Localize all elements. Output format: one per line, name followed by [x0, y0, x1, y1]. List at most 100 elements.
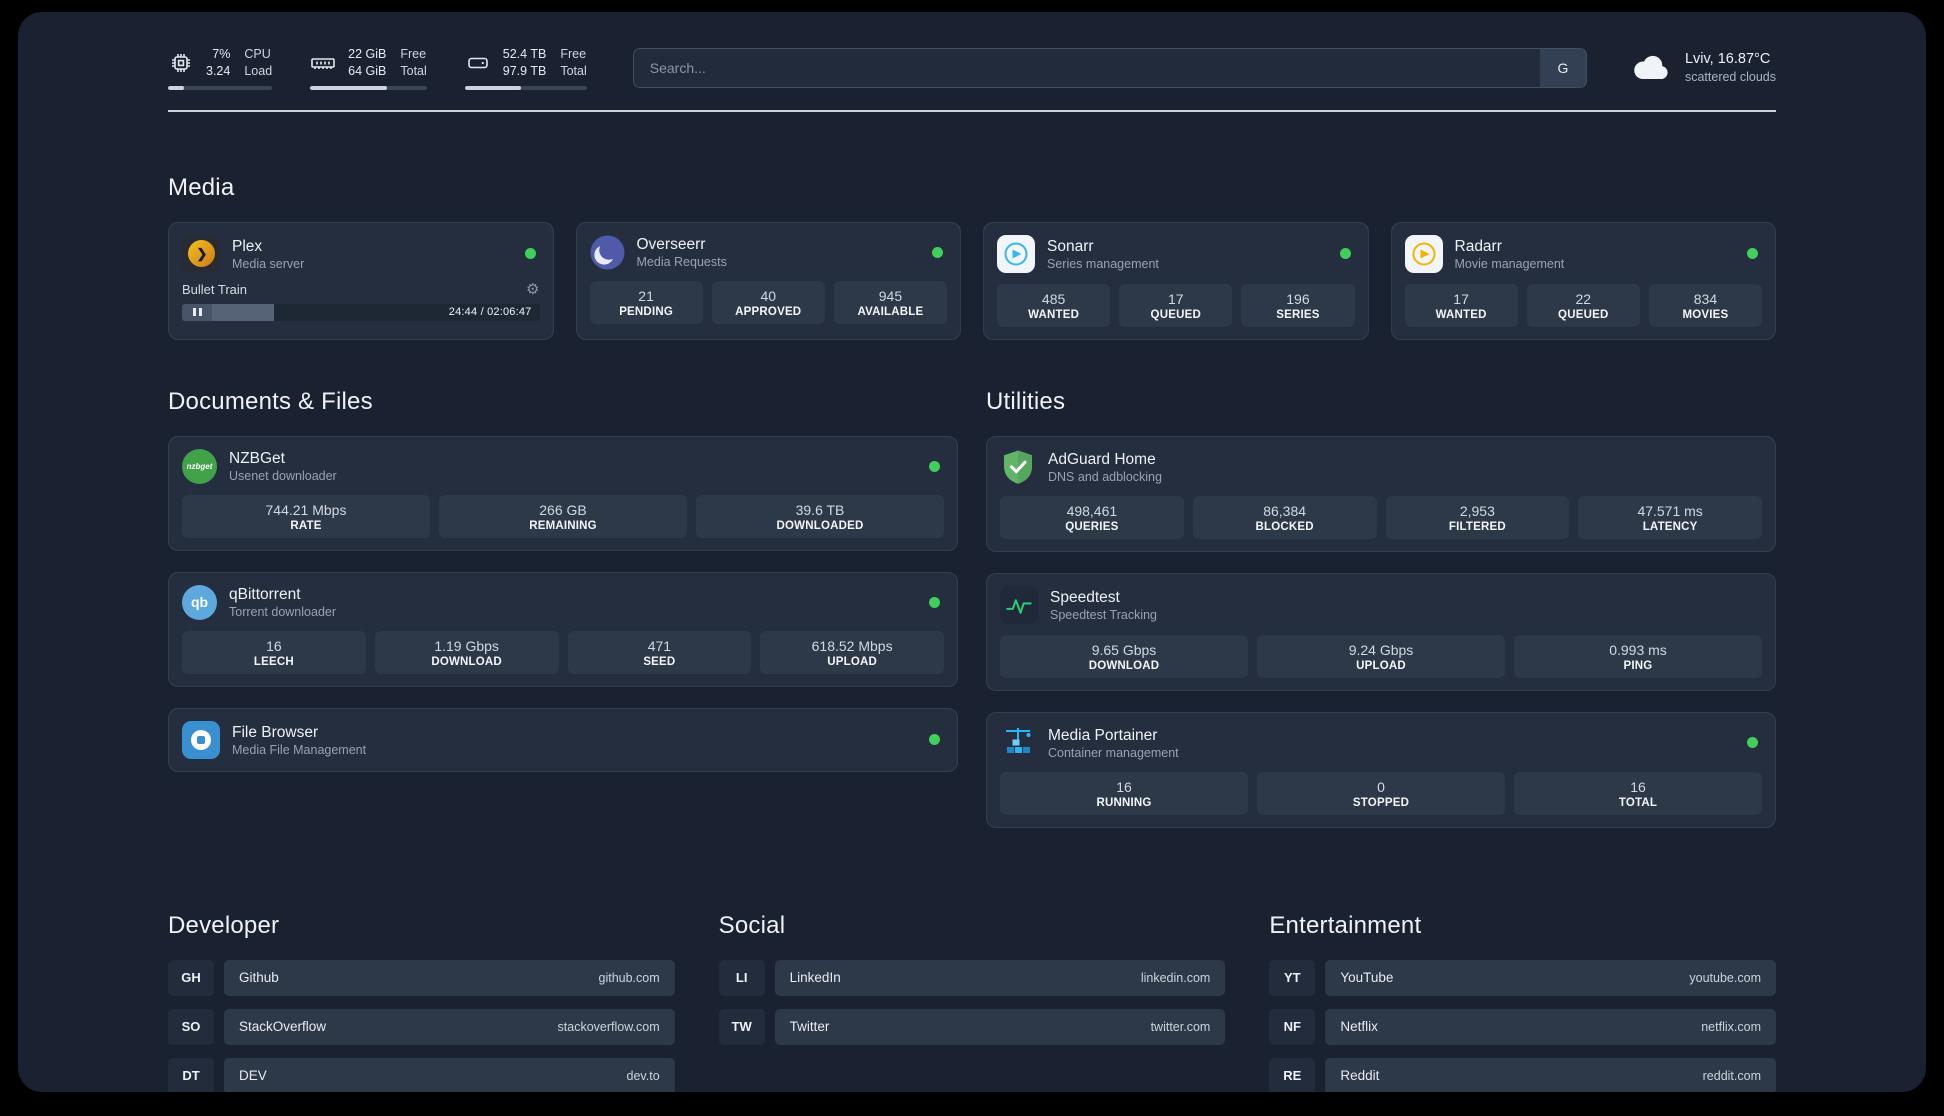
service-card-portainer: Media Portainer Container management 16 … [986, 711, 1776, 828]
app-subtitle: Torrent downloader [229, 605, 337, 620]
pause-button[interactable] [182, 303, 212, 321]
disk-total: 97.9 TB [502, 63, 547, 78]
stat-downloaded: 39.6 TB DOWNLOADED [696, 494, 944, 538]
filebrowser-icon [182, 720, 220, 759]
service-link-filebrowser[interactable]: File Browser Media File Management [182, 720, 944, 759]
system-metrics: 7% 3.24 CPU Load [168, 46, 587, 90]
service-link-portainer[interactable]: Media Portainer Container management [1000, 725, 1762, 761]
bookmark-stackoverflow[interactable]: SO StackOverflow stackoverflow.com [168, 1008, 675, 1045]
service-card-qbittorrent: qb qBittorrent Torrent downloader 16 [168, 571, 958, 687]
disk-widget: 52.4 TB 97.9 TB Free Total [464, 46, 587, 90]
sonarr-icon [997, 234, 1035, 273]
app-title: NZBGet [229, 450, 285, 468]
bookmark-name: LinkedIn [789, 970, 841, 986]
service-link-plex[interactable]: ❯ Plex Media server [182, 234, 540, 273]
bookmark-linkedin[interactable]: LI LinkedIn linkedin.com [718, 959, 1226, 996]
stat-download: 1.19 Gbps DOWNLOAD [374, 630, 559, 674]
bookmark-dev[interactable]: DT DEV dev.to [168, 1057, 675, 1092]
cpu-progress-fill [168, 85, 184, 90]
bookmark-name: YouTube [1340, 970, 1394, 986]
app-title: Overseerr [636, 236, 706, 254]
service-link-adguard[interactable]: AdGuard Home DNS and adblocking [1000, 449, 1762, 485]
nzbget-icon: nzbget [182, 448, 217, 484]
status-dot [1339, 248, 1351, 260]
service-card-speedtest: Speedtest Speedtest Tracking 9.65 Gbps D… [986, 572, 1776, 691]
service-link-nzbget[interactable]: nzbget NZBGet Usenet downloader [182, 448, 944, 484]
status-dot [524, 248, 536, 260]
portainer-icon [1000, 725, 1036, 761]
bookmark-youtube[interactable]: YT YouTube youtube.com [1269, 959, 1776, 996]
service-link-speedtest[interactable]: Speedtest Speedtest Tracking [1000, 585, 1762, 624]
service-card-overseerr: Overseerr Media Requests 21 PENDING 40 A… [575, 221, 961, 340]
service-link-radarr[interactable]: Radarr Movie management [1404, 234, 1763, 273]
ram-icon [310, 50, 336, 76]
bookmark-netflix[interactable]: NF Netflix netflix.com [1269, 1008, 1776, 1045]
disk-progress-fill [464, 85, 521, 90]
bookmark-reddit[interactable]: RE Reddit reddit.com [1269, 1057, 1776, 1092]
app-subtitle: Media server [232, 256, 305, 271]
bookmark-name: DEV [239, 1068, 267, 1084]
app-subtitle: Container management [1048, 745, 1179, 760]
service-card-adguard: AdGuard Home DNS and adblocking 498,461 … [986, 435, 1776, 552]
service-link-overseerr[interactable]: Overseerr Media Requests [589, 235, 948, 270]
stat-seed: 471 SEED [567, 630, 752, 674]
qbittorrent-icon: qb [182, 584, 217, 620]
stat-total: 16 TOTAL [1514, 771, 1762, 815]
cpu-progress-track [168, 85, 273, 90]
app-title: qBittorrent [229, 586, 301, 604]
gear-icon[interactable]: ⚙ [526, 280, 540, 298]
bookmark-name: StackOverflow [239, 1019, 327, 1035]
disk-progress-track [464, 85, 587, 90]
stat-stopped: 0 STOPPED [1257, 771, 1505, 815]
adguard-icon [1000, 449, 1036, 485]
bookmark-github[interactable]: GH Github github.com [168, 959, 675, 996]
stat-queued: 22 QUEUED [1526, 283, 1640, 327]
speedtest-icon [1000, 585, 1038, 624]
bookmark-abbr: NF [1269, 1008, 1316, 1045]
bookmark-name: Netflix [1340, 1019, 1378, 1035]
ram-label-top: Free [400, 47, 427, 61]
overseerr-icon [589, 235, 625, 270]
top-bar: 7% 3.24 CPU Load [168, 46, 1776, 90]
dashboard: 7% 3.24 CPU Load [18, 12, 1926, 1092]
bookmark-url: github.com [598, 970, 660, 985]
app-subtitle: Usenet downloader [229, 469, 337, 484]
stat-filtered: 2,953 FILTERED [1385, 495, 1570, 539]
app-subtitle: Movie management [1454, 256, 1565, 271]
service-link-qbittorrent[interactable]: qb qBittorrent Torrent downloader [182, 584, 944, 620]
section-title-media: Media [168, 173, 235, 201]
section-title-entertainment: Entertainment [1269, 911, 1422, 939]
service-link-sonarr[interactable]: Sonarr Series management [997, 234, 1355, 273]
cpu-loadavg: 3.24 [206, 63, 231, 78]
status-dot [929, 596, 940, 608]
ram-progress-track [310, 85, 427, 90]
bookmark-url: twitter.com [1150, 1019, 1211, 1034]
app-subtitle: Media Requests [636, 255, 727, 270]
stat-running: 16 RUNNING [1000, 771, 1248, 815]
stat-blocked: 86,384 BLOCKED [1192, 495, 1377, 539]
app-title: Plex [232, 237, 263, 255]
section-title-utilities: Utilities [986, 387, 1066, 415]
weather-location-temp: Lviv, 16.87°C [1684, 50, 1771, 67]
bookmark-name: Github [239, 970, 279, 986]
stat-series: 196 SERIES [1241, 283, 1355, 327]
weather-condition: scattered clouds [1684, 70, 1776, 85]
bookmark-twitter[interactable]: TW Twitter twitter.com [718, 1008, 1226, 1045]
header-divider [168, 109, 1776, 112]
stat-movies: 834 MOVIES [1648, 283, 1763, 327]
bookmarks-social: Social LI LinkedIn linkedin.com TW Twitt… [718, 912, 1226, 1092]
app-title: Media Portainer [1048, 726, 1158, 744]
cpu-widget: 7% 3.24 CPU Load [168, 46, 273, 90]
playback-time: 24:44 / 02:06:47 [448, 306, 532, 319]
cpu-label-top: CPU [244, 47, 271, 61]
bookmarks-developer: Developer GH Github github.com SO StackO… [168, 912, 675, 1092]
status-dot [929, 460, 940, 472]
stat-pending: 21 PENDING [589, 280, 703, 324]
search-engine-button[interactable]: G [1539, 48, 1586, 87]
disk-icon [465, 50, 491, 76]
bookmark-abbr: SO [168, 1008, 214, 1045]
bookmark-abbr: LI [718, 959, 765, 996]
playback-progress-bar[interactable]: 24:44 / 02:06:47 [212, 303, 540, 321]
search-input[interactable] [632, 47, 1587, 88]
cpu-label-bottom: Load [244, 63, 273, 78]
